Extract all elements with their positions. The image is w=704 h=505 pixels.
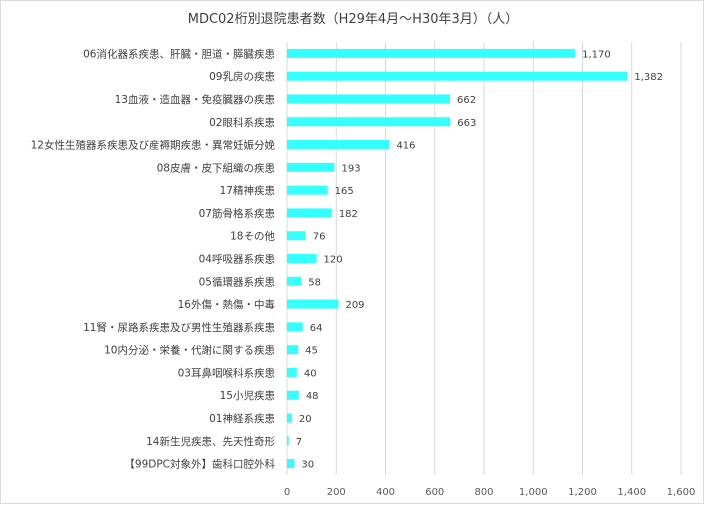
category-label: 09乳房の疾患 xyxy=(209,70,275,83)
bar xyxy=(287,390,299,400)
bar xyxy=(287,71,628,81)
category-label: 02眼科系疾患 xyxy=(209,116,275,129)
data-label: 20 xyxy=(299,414,312,425)
bar xyxy=(287,185,328,195)
category-label: 12女性生殖器系疾患及び産褥期疾患・異常妊娠分娩 xyxy=(31,139,276,152)
category-label: 05循環器系疾患 xyxy=(199,275,275,288)
labels: 0 200 400 600 800 1,000 1,200 1,400 1,600 06消化器系疾… xyxy=(31,47,696,498)
data-label: 58 xyxy=(308,277,321,288)
category-label: 18その他 xyxy=(230,230,275,243)
data-label: 193 xyxy=(342,163,361,174)
x-tick-label: 1,200 xyxy=(568,487,597,498)
data-label: 1,170 xyxy=(582,49,611,60)
bar xyxy=(287,345,299,355)
bar xyxy=(287,299,339,309)
chart-title: MDC02桁別退院患者数（H29年4月～H30年3月）（人） xyxy=(187,12,519,27)
x-tick-label: 1,000 xyxy=(519,487,548,498)
bar xyxy=(287,48,576,58)
bar xyxy=(287,94,451,104)
category-label: 15小児疾患 xyxy=(220,389,275,402)
bar xyxy=(287,254,317,263)
category-label: 17精神疾患 xyxy=(220,184,275,197)
x-tick-label: 600 xyxy=(425,487,444,498)
data-label: 76 xyxy=(313,232,326,243)
category-label: 06消化器系疾患、肝臓・胆道・膵臓疾患 xyxy=(83,47,275,60)
data-label: 48 xyxy=(306,391,319,402)
bar xyxy=(287,162,335,172)
data-label: 40 xyxy=(304,368,317,379)
category-label: 【99DPC対象外】歯科口腔外科 xyxy=(124,458,275,471)
bar xyxy=(287,276,302,286)
bars xyxy=(287,48,628,469)
data-label: 1,382 xyxy=(634,72,663,83)
category-label: 11腎・尿路系疾患及び男性生殖器系疾患 xyxy=(83,321,275,334)
x-tick-label: 200 xyxy=(327,487,346,498)
data-label: 662 xyxy=(457,95,476,106)
x-tick-label: 800 xyxy=(474,487,493,498)
bar xyxy=(287,413,292,423)
data-label: 209 xyxy=(345,300,364,311)
bar xyxy=(287,459,295,469)
category-label: 08皮膚・皮下組織の疾患 xyxy=(157,161,275,174)
data-label: 7 xyxy=(296,437,302,448)
data-label: 663 xyxy=(457,118,476,129)
bar xyxy=(287,436,289,446)
category-label: 13血液・造血器・免疫臓器の疾患 xyxy=(115,93,275,106)
category-label: 04呼吸器系疾患 xyxy=(199,253,275,266)
bar xyxy=(287,117,451,127)
bar xyxy=(287,367,297,377)
category-label: 01神経系疾患 xyxy=(209,412,275,425)
x-tick-label: 400 xyxy=(376,487,395,498)
data-label: 416 xyxy=(396,141,415,152)
x-tick-label: 1,400 xyxy=(617,487,646,498)
data-label: 45 xyxy=(305,346,318,357)
bar xyxy=(287,231,306,241)
data-label: 182 xyxy=(339,209,358,220)
data-label: 30 xyxy=(301,460,314,471)
data-label: 165 xyxy=(335,186,354,197)
category-label: 07筋骨格系疾患 xyxy=(199,207,275,220)
data-label: 64 xyxy=(310,323,323,334)
category-label: 16外傷・熱傷・中毒 xyxy=(178,298,276,311)
bar xyxy=(287,140,390,150)
data-label: 120 xyxy=(324,255,343,266)
bar xyxy=(287,322,303,332)
bar xyxy=(287,208,332,218)
category-label: 14新生児疾患、先天性奇形 xyxy=(146,435,275,448)
x-tick-label: 1,600 xyxy=(667,487,696,498)
x-tick-label: 0 xyxy=(284,487,290,498)
grid-lines xyxy=(286,42,682,475)
category-label: 10内分泌・栄養・代謝に関する疾患 xyxy=(104,344,275,357)
category-label: 03耳鼻咽喉科系疾患 xyxy=(178,366,275,379)
